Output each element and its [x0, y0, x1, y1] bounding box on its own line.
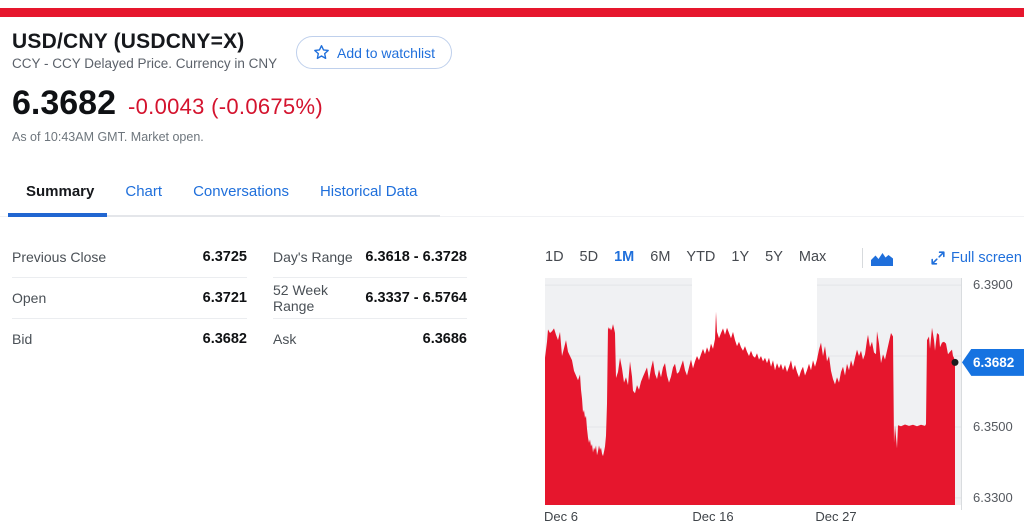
stat-label: 52 Week Range — [273, 282, 328, 314]
chart-range-toolbar: 1D 5D 1M 6M YTD 1Y 5Y Max — [545, 249, 826, 265]
range-button-1d[interactable]: 1D — [545, 249, 564, 265]
price-row: 6.3682 -0.0043 (-0.0675%) — [12, 84, 323, 123]
stat-label: Day's Range — [273, 249, 353, 265]
y-axis-label: 6.3300 — [973, 489, 1013, 505]
fullscreen-label: Full screen — [951, 250, 1022, 266]
chart-type-button[interactable] — [871, 251, 893, 266]
range-button-5d[interactable]: 5D — [579, 249, 599, 265]
stat-label: Ask — [273, 331, 297, 347]
stat-value: 6.3337 - 6.5764 — [365, 290, 467, 306]
table-row: 52 Week Range 6.3337 - 6.5764 — [273, 278, 467, 319]
x-axis-label: Dec 27 — [815, 509, 857, 524]
tab-underline-section — [8, 215, 440, 217]
y-axis-label: 6.3500 — [973, 418, 1013, 434]
fullscreen-expand-icon — [931, 251, 945, 265]
range-button-1m[interactable]: 1M — [614, 249, 635, 265]
quote-subtitle: CCY - CCY Delayed Price. Currency in CNY — [12, 56, 278, 71]
add-to-watchlist-button[interactable]: Add to watchlist — [296, 36, 453, 69]
tab-chart[interactable]: Chart — [125, 183, 163, 200]
table-row: Day's Range 6.3618 - 6.3728 — [273, 237, 467, 278]
tab-historical-data[interactable]: Historical Data — [319, 183, 418, 200]
x-axis-label: Dec 16 — [692, 509, 734, 524]
price-change: -0.0043 (-0.0675%) — [128, 94, 323, 119]
table-row: Ask 6.3686 — [273, 319, 467, 359]
tab-summary[interactable]: Summary — [26, 183, 95, 200]
table-row: Bid 6.3682 — [12, 319, 247, 359]
brand-top-bar — [0, 8, 1024, 17]
last-price-badge-value: 6.3682 — [973, 354, 1015, 370]
table-row: Previous Close 6.3725 — [12, 237, 247, 278]
fullscreen-button[interactable]: Full screen — [931, 250, 1022, 266]
summary-table-left: Previous Close 6.3725 Open 6.3721 Bid 6.3682 — [12, 237, 247, 359]
as-of-timestamp: As of 10:43AM GMT. Market open. — [12, 130, 204, 144]
last-price-badge: 6.3682 — [962, 348, 1024, 376]
page-title: USD/CNY (USDCNY=X) — [12, 30, 245, 53]
stat-value: 6.3682 — [202, 331, 247, 347]
range-button-1y[interactable]: 1Y — [731, 249, 750, 265]
range-button-6m[interactable]: 6M — [650, 249, 671, 265]
stat-value: 6.3686 — [422, 331, 467, 347]
price-chart[interactable] — [545, 278, 962, 505]
toolbar-divider — [862, 248, 863, 268]
area-chart-icon — [871, 253, 893, 270]
range-button-max[interactable]: Max — [798, 249, 827, 265]
y-axis-label: 6.3900 — [973, 277, 1013, 293]
stat-label: Previous Close — [12, 249, 107, 265]
range-button-5y[interactable]: 5Y — [765, 249, 783, 265]
tab-bar: Summary Chart Conversations Historical Data — [26, 183, 417, 200]
current-price: 6.3682 — [12, 84, 116, 122]
tab-underline-track — [0, 216, 1024, 217]
tab-active-indicator — [8, 213, 107, 217]
x-axis-label: Dec 6 — [544, 509, 578, 524]
stat-value: 6.3721 — [202, 290, 247, 306]
stat-value: 6.3725 — [202, 249, 247, 265]
star-icon — [313, 44, 330, 61]
tab-conversations[interactable]: Conversations — [193, 183, 289, 200]
y-axis-line — [961, 278, 962, 510]
price-area-chart — [545, 278, 962, 505]
last-price-dot — [951, 358, 959, 366]
stat-value: 6.3618 - 6.3728 — [365, 249, 467, 265]
table-row: Open 6.3721 — [12, 278, 247, 319]
range-button-ytd[interactable]: YTD — [686, 249, 716, 265]
summary-table-right: Day's Range 6.3618 - 6.3728 52 Week Range 6… — [273, 237, 467, 359]
watchlist-label: Add to watchlist — [337, 44, 436, 61]
stat-label: Bid — [12, 331, 33, 347]
stat-label: Open — [12, 290, 47, 306]
